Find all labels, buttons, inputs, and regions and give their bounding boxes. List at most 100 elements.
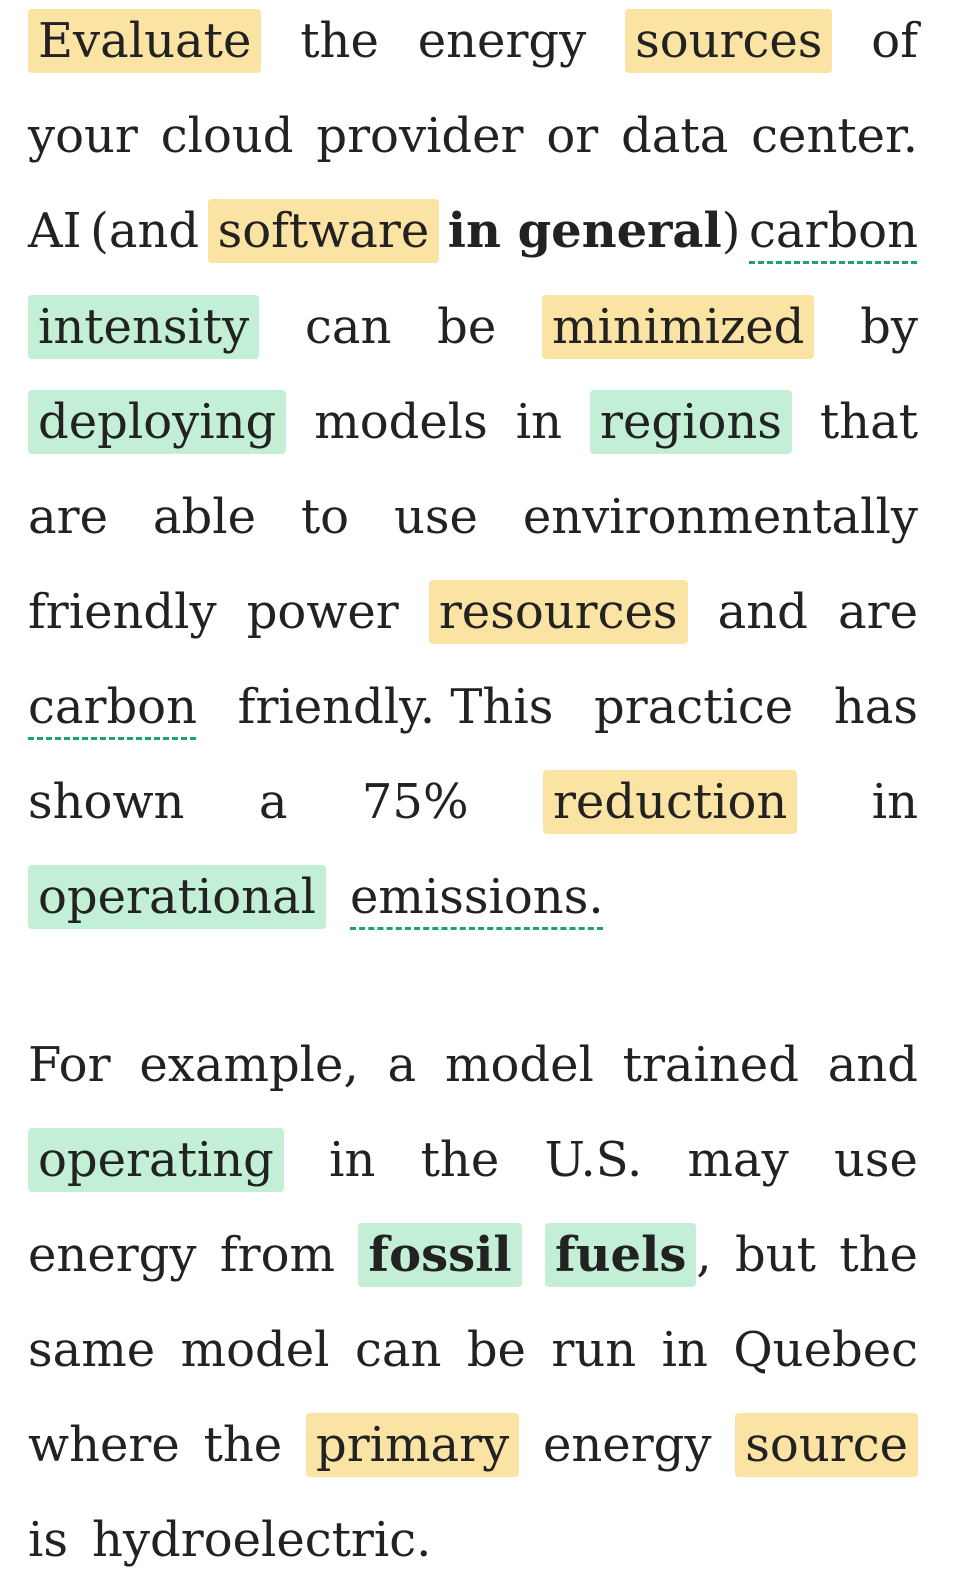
word: energy — [542, 1417, 712, 1473]
highlight-word[interactable]: reduction — [542, 770, 798, 834]
highlight-word[interactable]: fossil — [358, 1223, 522, 1287]
word: be — [437, 299, 497, 355]
word: model — [180, 1322, 330, 1378]
p1-line-10: operational emissions. — [28, 862, 918, 932]
word: in — [515, 394, 563, 450]
word: , — [696, 1227, 712, 1283]
word: where — [28, 1417, 180, 1473]
word: by — [860, 299, 918, 355]
word: can — [354, 1322, 442, 1378]
highlight-word[interactable]: deploying — [28, 390, 287, 454]
word: This — [450, 679, 554, 735]
underlined-word[interactable]: carbon — [749, 203, 918, 259]
p1-line-4: intensity can be minimized by — [28, 292, 918, 362]
sentence-break-group: friendly. This — [238, 675, 554, 739]
highlight-word[interactable]: source — [735, 1413, 918, 1477]
word: be — [466, 1322, 526, 1378]
word: but — [735, 1227, 816, 1283]
word: of — [871, 13, 918, 69]
word: use — [393, 489, 478, 545]
word: a — [387, 1037, 417, 1093]
word: energy — [28, 1227, 197, 1283]
bold-phrase-group: in general) — [448, 199, 741, 263]
highlight-word[interactable]: fuels — [545, 1223, 697, 1287]
highlight-word[interactable]: primary — [305, 1413, 520, 1477]
word: the — [420, 1132, 500, 1188]
word: the — [203, 1417, 283, 1473]
p1-line-5: deploying models in regions that — [28, 387, 918, 457]
word: U.S. — [544, 1132, 643, 1188]
p2-line-5: where the primary energy source — [28, 1410, 918, 1480]
highlight-comma-group: fuels, — [545, 1223, 712, 1287]
p2-line-1: For example, a model trained and — [28, 1030, 918, 1100]
word: and — [827, 1037, 918, 1093]
word: friendly — [28, 584, 217, 640]
word: is — [28, 1512, 68, 1568]
word: or — [546, 108, 599, 164]
highlight-word[interactable]: intensity — [28, 295, 260, 359]
word: (and — [90, 203, 200, 259]
p1-line-8: carbon friendly. This practice has — [28, 672, 918, 742]
p1-line-6: are able to use environmentally — [28, 482, 918, 552]
word: can — [304, 299, 392, 355]
word: and — [717, 584, 808, 640]
word: Quebec — [733, 1322, 918, 1378]
p1-line-2: your cloud provider or data center. — [28, 101, 918, 171]
word: trained — [622, 1037, 799, 1093]
p1-line-1: Evaluate the energy sources of — [28, 6, 918, 76]
p2-line-3: energy from fossil fuels, but the — [28, 1220, 918, 1290]
underlined-word[interactable]: emissions. — [350, 869, 604, 925]
word: the — [839, 1227, 918, 1283]
word: same — [28, 1322, 156, 1378]
highlight-word[interactable]: sources — [625, 9, 833, 73]
p2-line-6: is hydroelectric. — [28, 1505, 918, 1575]
word: model — [444, 1037, 594, 1093]
word: in — [661, 1322, 708, 1378]
word: your — [28, 108, 138, 164]
word: cloud — [160, 108, 294, 164]
word: in — [329, 1132, 376, 1188]
p2-line-2: operating in the U.S. may use — [28, 1125, 918, 1195]
word: models — [314, 394, 488, 450]
word: the — [300, 13, 379, 69]
word: For — [28, 1037, 111, 1093]
word: a — [258, 774, 288, 830]
p2-line-4: same model can be run in Quebec — [28, 1315, 918, 1385]
word: are — [28, 489, 108, 545]
word: practice — [594, 679, 794, 735]
underlined-word[interactable]: carbon — [28, 679, 197, 735]
bold-phrase: in general — [447, 203, 722, 259]
word: to — [300, 489, 350, 545]
word: center. — [751, 108, 918, 164]
word: use — [833, 1132, 918, 1188]
word: from — [219, 1227, 336, 1283]
word: example, — [139, 1037, 359, 1093]
word: provider — [316, 108, 524, 164]
word: AI — [28, 203, 82, 259]
highlight-word[interactable]: resources — [428, 580, 688, 644]
word: able — [152, 489, 256, 545]
p1-line-3: AI (and software in general) carbon — [28, 196, 918, 266]
highlight-word[interactable]: minimized — [541, 295, 815, 359]
word: 75% — [361, 774, 469, 830]
word: data — [621, 108, 729, 164]
highlight-word[interactable]: software — [207, 199, 440, 263]
p1-line-7: friendly power resources and are — [28, 577, 918, 647]
word: that — [819, 394, 918, 450]
word: may — [687, 1132, 789, 1188]
word: environmentally — [522, 489, 918, 545]
highlight-word[interactable]: regions — [590, 390, 792, 454]
word: run — [551, 1322, 637, 1378]
highlight-word[interactable]: operational — [28, 865, 327, 929]
word: in — [871, 774, 918, 830]
word: hydroelectric. — [91, 1512, 432, 1568]
word: friendly. — [237, 679, 436, 735]
highlight-word[interactable]: Evaluate — [28, 9, 262, 73]
p1-line-9: shown a 75% reduction in — [28, 767, 918, 837]
word: power — [246, 584, 399, 640]
highlight-word[interactable]: operating — [28, 1128, 284, 1192]
word: shown — [28, 774, 185, 830]
word: are — [838, 584, 918, 640]
word: ) — [721, 203, 741, 259]
